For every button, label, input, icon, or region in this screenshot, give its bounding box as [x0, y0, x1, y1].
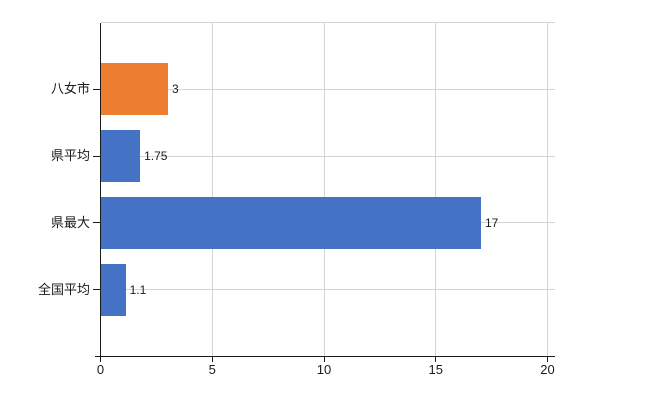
category-label: 県平均: [50, 148, 90, 164]
y-axis-tick: [93, 289, 100, 291]
gridline-vertical: [211, 22, 213, 357]
bar-value-label: 1.75: [144, 149, 168, 164]
y-axis-line: [100, 22, 101, 357]
y-axis-tick: [93, 88, 100, 90]
category-label: 県最大: [50, 214, 90, 230]
bar: [101, 263, 126, 316]
gridline-vertical: [323, 22, 325, 357]
x-axis-tick-label: 15: [428, 361, 443, 377]
category-label: 八女市: [50, 81, 90, 97]
x-axis-tick: [435, 356, 437, 362]
bar-value-label: 1.1: [129, 282, 147, 297]
gridline-horizontal: [100, 88, 555, 90]
bar-value-label: 17: [484, 215, 499, 230]
gridline-vertical: [435, 22, 437, 357]
gridline-horizontal: [100, 155, 555, 157]
category-label: 全国平均: [37, 281, 90, 297]
x-axis-tick-label: 20: [540, 361, 555, 377]
bar: [101, 196, 481, 249]
bar: [101, 130, 141, 183]
bar-value-label: 3: [172, 82, 179, 97]
y-axis-tick: [93, 155, 100, 157]
x-axis-tick: [211, 356, 213, 362]
gridline-vertical: [547, 22, 548, 357]
x-axis-tick-label: 10: [316, 361, 332, 377]
x-axis-tick: [323, 356, 325, 362]
bar: [101, 63, 169, 116]
x-axis-tick: [547, 356, 548, 362]
x-axis-tick-label: 0: [96, 361, 105, 377]
gridline-horizontal: [100, 289, 555, 291]
y-axis-tick: [93, 222, 100, 224]
x-axis-tick: [100, 356, 101, 362]
x-axis-line: [95, 356, 555, 357]
plot-top-border: [100, 21, 555, 23]
x-axis-tick-label: 5: [208, 361, 216, 377]
